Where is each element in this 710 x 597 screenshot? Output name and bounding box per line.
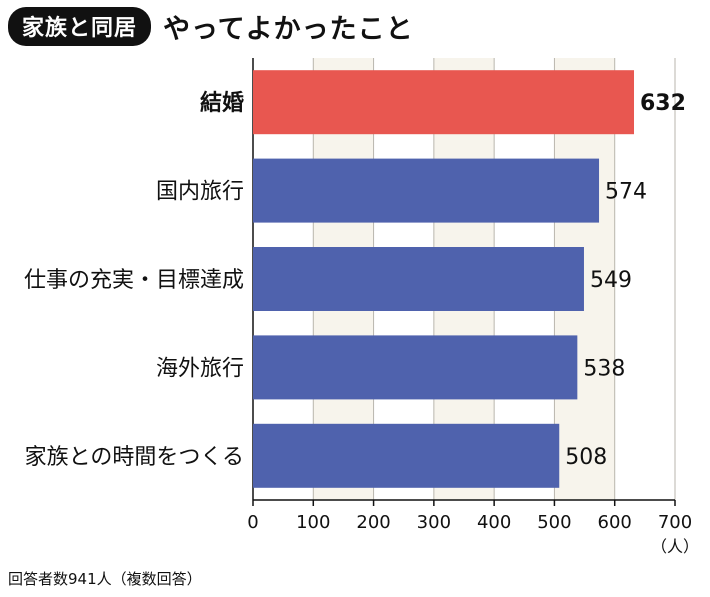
category-label: 海外旅行	[156, 356, 244, 381]
category-badge: 家族と同居	[8, 6, 152, 46]
x-tick-label: 0	[247, 512, 258, 533]
x-tick-label: 100	[296, 512, 330, 533]
bar	[253, 158, 600, 223]
chart-title: やってよかったこと	[163, 13, 414, 45]
x-tick-label: 500	[537, 512, 571, 533]
bar	[253, 247, 584, 311]
value-label: 574	[605, 180, 647, 205]
category-label: 仕事の充実・目標達成	[24, 268, 244, 293]
x-tick-label: 200	[356, 512, 390, 533]
category-label: 家族との時間をつくる	[25, 445, 244, 470]
chart-header: 家族と同居 やってよかったこと	[8, 6, 414, 46]
category-label: 国内旅行	[156, 180, 244, 205]
footnote: 回答者数941人（複数回答）	[8, 570, 202, 588]
x-unit-label: （人）	[651, 537, 699, 556]
x-tick-label: 600	[598, 512, 632, 533]
bar	[253, 70, 635, 135]
bar	[253, 423, 560, 488]
value-label: 508	[565, 445, 607, 470]
value-label: 549	[590, 268, 632, 293]
category-label: 結婚	[200, 90, 244, 116]
x-tick-label: 300	[417, 512, 451, 533]
value-label: 538	[583, 356, 625, 381]
x-tick-label: 700	[658, 512, 692, 533]
value-label: 632	[640, 91, 686, 116]
bar	[253, 335, 578, 400]
x-tick-label: 400	[477, 512, 511, 533]
